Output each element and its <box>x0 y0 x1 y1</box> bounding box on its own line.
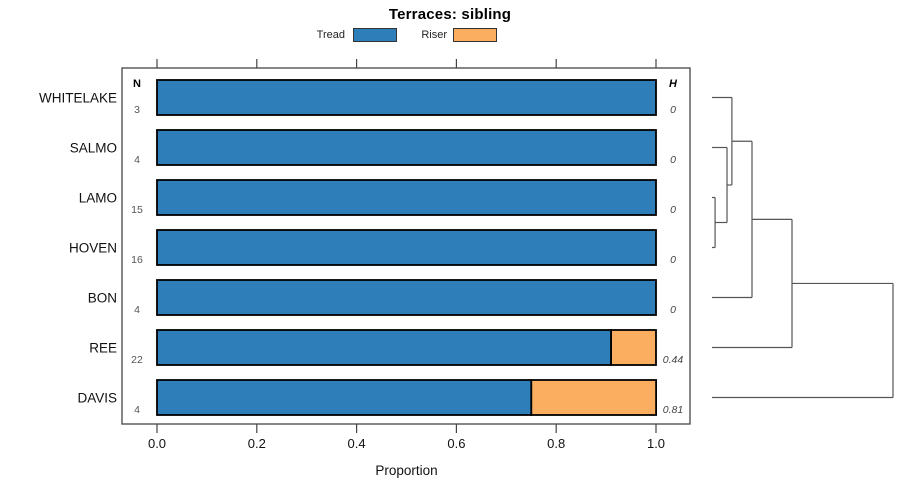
legend-label-tread: Tread <box>316 29 345 41</box>
bar-segment-tread-ree <box>156 329 613 366</box>
x-axis-title: Proportion <box>375 463 438 478</box>
bars-layer <box>156 79 657 416</box>
category-label-lamo: LAMO <box>78 190 117 205</box>
legend-swatch-riser-icon <box>453 28 497 42</box>
category-label-whitelake: WHITELAKE <box>38 90 117 105</box>
axis-ticks-layer <box>156 59 657 433</box>
h-value-salmo: 0 <box>670 154 676 166</box>
h-column-header: H <box>669 78 677 90</box>
plot-box <box>121 67 691 425</box>
bar-segment-riser-davis <box>530 379 657 416</box>
x-tick-label-0.8: 0.8 <box>547 436 566 451</box>
bar-segment-tread-whitelake <box>156 79 657 116</box>
bar-segment-tread-salmo <box>156 129 657 166</box>
x-tick-label-0.0: 0.0 <box>147 436 167 451</box>
n-value-bon: 4 <box>134 304 140 316</box>
x-tick-label-1.0: 1.0 <box>646 436 666 451</box>
h-value-hoven: 0 <box>670 254 676 266</box>
category-label-salmo: SALMO <box>69 140 117 155</box>
x-tick-label-0.4: 0.4 <box>347 436 366 451</box>
chart-title: Terraces: sibling <box>388 6 512 23</box>
bar-segment-riser-ree <box>610 329 657 366</box>
x-tick-label-0.2: 0.2 <box>247 436 266 451</box>
n-value-davis: 4 <box>134 404 140 416</box>
n-column-header: N <box>133 78 141 90</box>
n-value-lamo: 15 <box>131 204 143 216</box>
dendrogram <box>712 96 894 399</box>
x-tick-label-0.6: 0.6 <box>447 436 466 451</box>
legend-label-riser: Riser <box>421 29 447 41</box>
n-value-hoven: 16 <box>131 254 143 266</box>
bar-segment-tread-bon <box>156 279 657 316</box>
bar-segment-tread-davis <box>156 379 533 416</box>
n-value-whitelake: 3 <box>134 104 140 116</box>
bar-segment-tread-lamo <box>156 179 657 216</box>
h-value-whitelake: 0 <box>670 104 676 116</box>
n-value-salmo: 4 <box>134 154 140 166</box>
h-value-bon: 0 <box>670 304 676 316</box>
category-label-bon: BON <box>87 290 117 305</box>
h-value-ree: 0.44 <box>662 354 684 366</box>
h-value-davis: 0.81 <box>662 404 684 416</box>
category-label-ree: REE <box>89 340 117 355</box>
category-label-hoven: HOVEN <box>68 240 117 255</box>
legend-swatch-tread-icon <box>353 28 397 42</box>
h-value-lamo: 0 <box>670 204 676 216</box>
bar-segment-tread-hoven <box>156 229 657 266</box>
category-label-davis: DAVIS <box>77 390 117 405</box>
n-value-ree: 22 <box>131 354 143 366</box>
